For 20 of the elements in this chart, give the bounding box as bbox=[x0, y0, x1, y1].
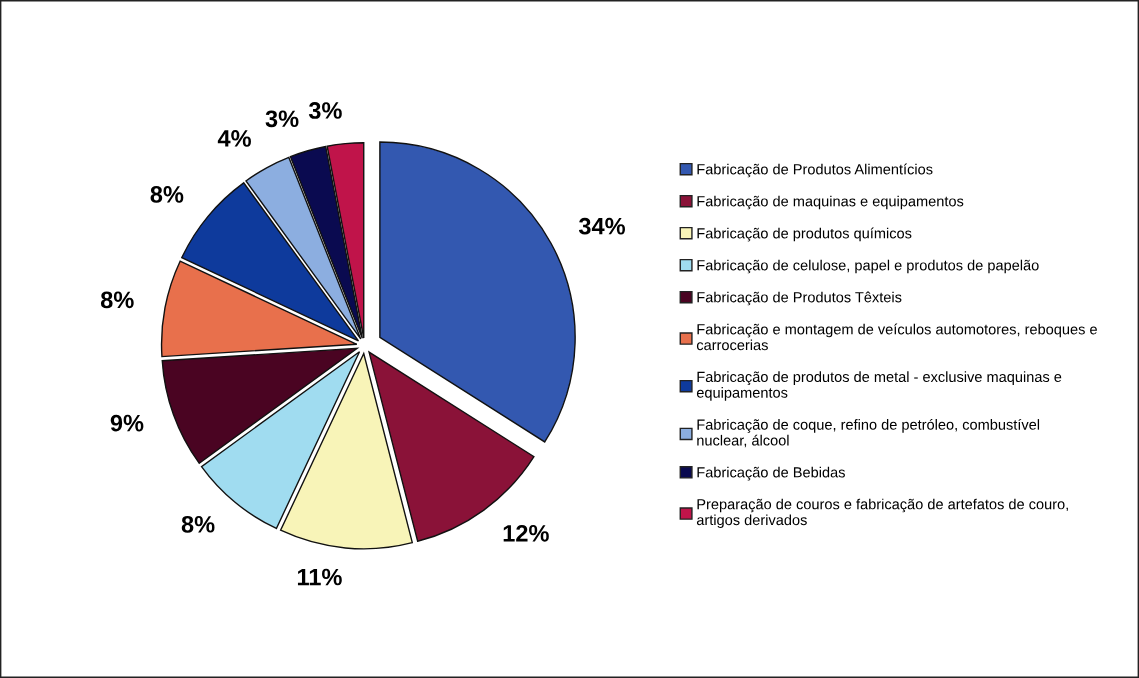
legend-label: Preparação de couros e fabricação de artefatos de couro, artigos derivados bbox=[696, 498, 1068, 529]
legend-label: Fabricação de Bebidas bbox=[697, 466, 845, 481]
data-label: 12% bbox=[503, 524, 549, 542]
legend-label: Fabricação de maquinas e equipamentos bbox=[697, 195, 964, 210]
legend-label: Fabricação de produtos químicos bbox=[697, 227, 912, 242]
data-label: 3% bbox=[308, 102, 342, 119]
data-label: 8% bbox=[150, 186, 184, 203]
data-label: 34% bbox=[578, 217, 625, 235]
data-label: 11% bbox=[297, 568, 342, 586]
legend-label: Fabricação de produtos de metal - exclusive maquinas e equipamentos bbox=[696, 371, 1062, 401]
legend-label: Fabricação de Produtos Têxteis bbox=[697, 291, 902, 306]
legend-label: Fabricação de coque, refino de petróleo, combustível nuclear, álcool bbox=[697, 418, 1040, 448]
legend-label: Fabricação de Produtos Alimentícios bbox=[697, 163, 933, 178]
data-label: 4% bbox=[217, 130, 251, 147]
legend-label: Fabricação de celulose, papel e produtos de papelão bbox=[697, 259, 1039, 274]
data-label: 3% bbox=[265, 110, 299, 128]
data-label: 8% bbox=[100, 291, 134, 309]
data-label: 8% bbox=[181, 515, 215, 533]
legend-label: Fabricação e montagem de veículos automotores, reboques e carrocerias bbox=[696, 323, 1097, 351]
data-label: 9% bbox=[110, 414, 144, 432]
